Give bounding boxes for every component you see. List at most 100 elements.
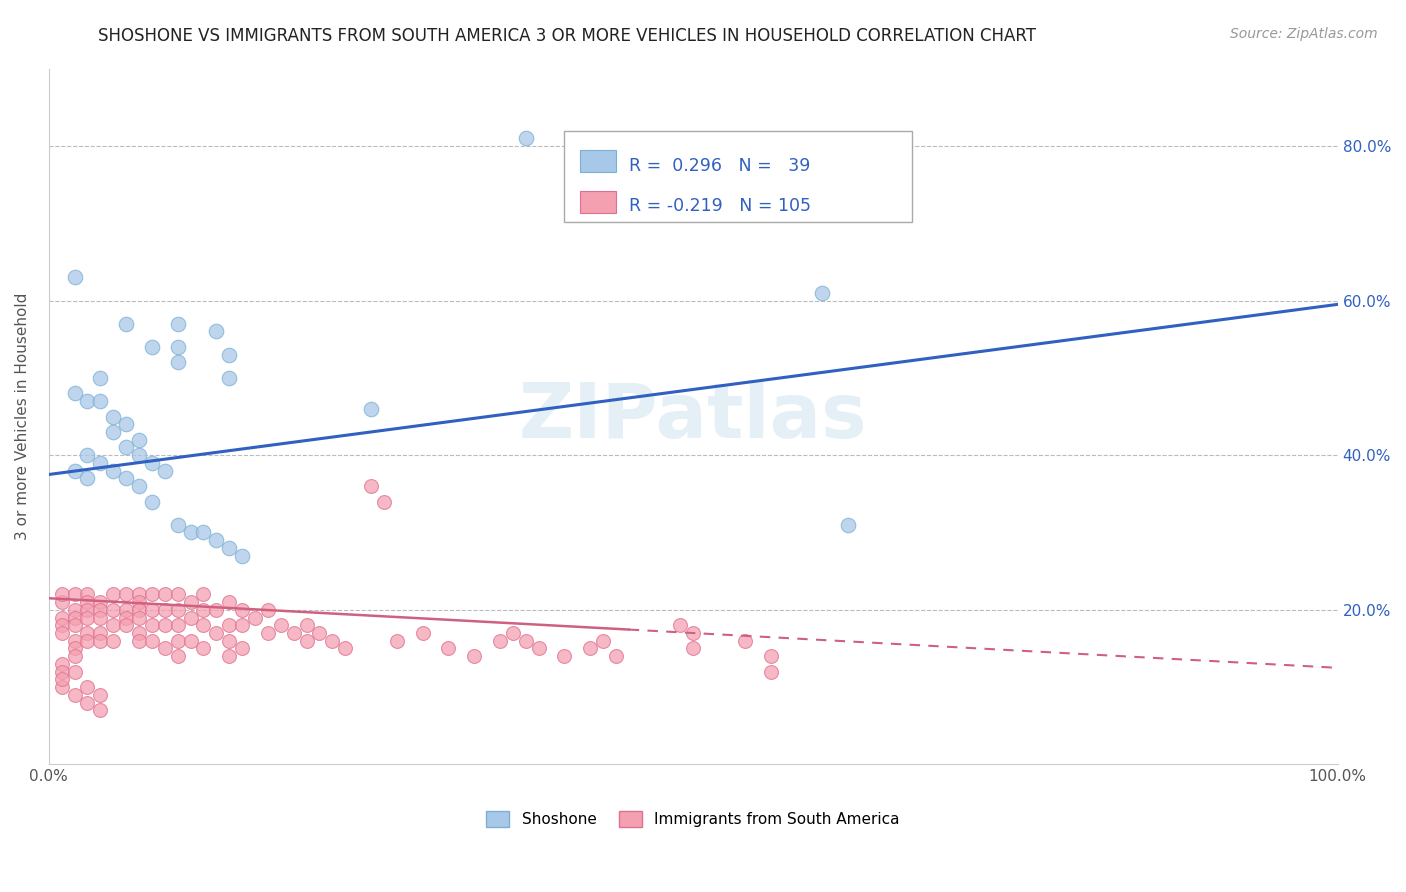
Point bbox=[193, 641, 215, 656]
Point bbox=[166, 317, 188, 331]
Point bbox=[89, 394, 111, 409]
Point bbox=[141, 494, 163, 508]
Y-axis label: 3 or more Vehicles in Household: 3 or more Vehicles in Household bbox=[15, 293, 30, 541]
Point bbox=[205, 626, 228, 640]
Point bbox=[141, 456, 163, 470]
Point bbox=[270, 618, 292, 632]
Point bbox=[103, 633, 125, 648]
Point bbox=[103, 409, 125, 424]
Point bbox=[63, 688, 86, 702]
Point bbox=[63, 633, 86, 648]
Point bbox=[412, 626, 434, 640]
FancyBboxPatch shape bbox=[579, 151, 616, 172]
Point bbox=[141, 633, 163, 648]
Point bbox=[89, 688, 111, 702]
Point bbox=[51, 595, 73, 609]
Point bbox=[295, 633, 318, 648]
Point bbox=[205, 603, 228, 617]
Point bbox=[51, 657, 73, 671]
Point bbox=[128, 448, 150, 462]
Point bbox=[231, 549, 253, 563]
Point bbox=[89, 456, 111, 470]
Point bbox=[76, 610, 98, 624]
Point bbox=[76, 626, 98, 640]
Point bbox=[115, 317, 138, 331]
Point bbox=[115, 610, 138, 624]
Point bbox=[295, 618, 318, 632]
Point bbox=[489, 633, 512, 648]
Point bbox=[463, 649, 485, 664]
Point bbox=[218, 649, 240, 664]
Point bbox=[76, 394, 98, 409]
Point bbox=[51, 618, 73, 632]
Point bbox=[231, 641, 253, 656]
Point bbox=[103, 603, 125, 617]
Point bbox=[205, 325, 228, 339]
Point bbox=[51, 610, 73, 624]
Point bbox=[76, 448, 98, 462]
Point bbox=[51, 626, 73, 640]
Point bbox=[218, 595, 240, 609]
Point bbox=[76, 680, 98, 694]
Point bbox=[141, 603, 163, 617]
FancyBboxPatch shape bbox=[564, 131, 912, 221]
Point bbox=[180, 610, 202, 624]
Point bbox=[193, 525, 215, 540]
Point bbox=[89, 633, 111, 648]
Point bbox=[63, 641, 86, 656]
Point bbox=[128, 603, 150, 617]
Point bbox=[218, 541, 240, 555]
Point bbox=[759, 649, 782, 664]
Point bbox=[153, 603, 176, 617]
Point bbox=[218, 618, 240, 632]
Point bbox=[76, 603, 98, 617]
Point bbox=[205, 533, 228, 548]
Point bbox=[63, 386, 86, 401]
Point bbox=[103, 618, 125, 632]
Point bbox=[89, 610, 111, 624]
Point bbox=[103, 425, 125, 439]
Point bbox=[153, 464, 176, 478]
Point bbox=[115, 471, 138, 485]
Point bbox=[180, 633, 202, 648]
Point bbox=[669, 618, 692, 632]
Text: R = -0.219   N = 105: R = -0.219 N = 105 bbox=[628, 197, 811, 215]
Text: SHOSHONE VS IMMIGRANTS FROM SOUTH AMERICA 3 OR MORE VEHICLES IN HOUSEHOLD CORREL: SHOSHONE VS IMMIGRANTS FROM SOUTH AMERIC… bbox=[98, 27, 1036, 45]
Point bbox=[231, 618, 253, 632]
Point bbox=[218, 633, 240, 648]
Point bbox=[166, 340, 188, 354]
Point bbox=[76, 471, 98, 485]
Point bbox=[193, 618, 215, 632]
Point bbox=[811, 285, 834, 300]
Point bbox=[180, 595, 202, 609]
Point bbox=[243, 610, 266, 624]
Point bbox=[553, 649, 575, 664]
Point bbox=[335, 641, 357, 656]
Point bbox=[231, 603, 253, 617]
Point bbox=[63, 603, 86, 617]
Point bbox=[89, 595, 111, 609]
Point bbox=[128, 633, 150, 648]
Point bbox=[63, 587, 86, 601]
Text: Source: ZipAtlas.com: Source: ZipAtlas.com bbox=[1230, 27, 1378, 41]
Point bbox=[76, 587, 98, 601]
Point bbox=[682, 626, 704, 640]
Point bbox=[527, 641, 550, 656]
Point bbox=[89, 626, 111, 640]
Point bbox=[166, 618, 188, 632]
Point bbox=[76, 696, 98, 710]
Point bbox=[128, 433, 150, 447]
Point bbox=[63, 464, 86, 478]
Point bbox=[218, 348, 240, 362]
Point bbox=[180, 525, 202, 540]
Point bbox=[89, 703, 111, 717]
Point bbox=[51, 673, 73, 687]
Point bbox=[103, 587, 125, 601]
Point bbox=[51, 680, 73, 694]
Point bbox=[515, 633, 537, 648]
Point bbox=[682, 641, 704, 656]
Point bbox=[360, 479, 382, 493]
Point bbox=[115, 587, 138, 601]
Point bbox=[734, 633, 756, 648]
Point bbox=[153, 587, 176, 601]
